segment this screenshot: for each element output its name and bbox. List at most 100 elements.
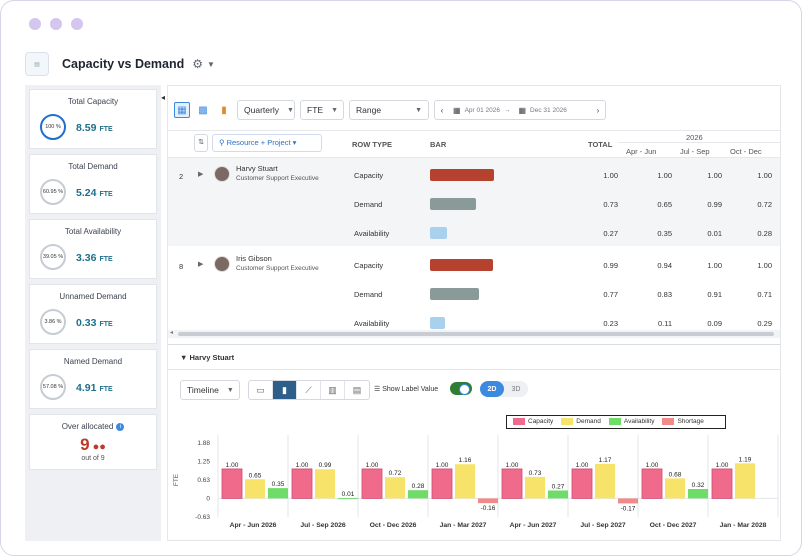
calendar-icon: ▦	[453, 105, 461, 115]
summary-value-number: 3.36	[76, 252, 97, 264]
chart-bar	[315, 469, 335, 499]
collapse-sidebar-icon[interactable]: ◂	[161, 93, 166, 102]
show-label-toggle[interactable]	[450, 382, 472, 395]
row-type-label: Availability	[354, 319, 390, 328]
legend-item[interactable]: Shortage	[662, 418, 704, 426]
grid-view-icon[interactable]: ▩	[198, 104, 208, 116]
summary-value-unit: FTE	[99, 191, 113, 198]
timeline-select[interactable]: Timeline ▼	[180, 380, 240, 400]
bar-chart-view-icon[interactable]: ▮	[221, 104, 227, 116]
combo-chart-icon[interactable]: ▤	[352, 384, 362, 395]
total-value: 0.73	[603, 200, 618, 209]
detail-pane: ▼ Harvy Stuart Timeline ▼ ▭ ▮ ⟋ ▥ ▤ ☰ Sho…	[168, 344, 780, 541]
expand-row-icon[interactable]: ▶	[198, 171, 204, 178]
start-date[interactable]: Apr 01 2026	[464, 106, 500, 114]
group-by-select[interactable]: ⚲ Resource + Project ▾	[212, 134, 322, 152]
3d-option[interactable]: 3D	[511, 385, 521, 393]
summary-card-title: Named Demand	[63, 357, 123, 366]
legend-item[interactable]: Availability	[608, 418, 654, 426]
sort-toggle-button[interactable]: ⇅	[194, 134, 208, 152]
quarter-value: 0.09	[707, 319, 722, 328]
summary-card-value: 0.33 FTE	[76, 317, 113, 329]
resource-name[interactable]: Harvy Stuart	[236, 164, 278, 173]
legend-item[interactable]: Demand	[561, 418, 601, 426]
legend-label: Demand	[576, 418, 601, 426]
window-dot[interactable]	[50, 18, 62, 30]
data-label: 0.99	[319, 462, 332, 469]
x-tick-label: Apr - Jun 2026	[230, 522, 277, 529]
legend-item[interactable]: Capacity	[513, 418, 554, 426]
date-range-picker[interactable]: ‹ ▦ Apr 01 2026 → ▦ Dec 31 2026 ›	[434, 100, 606, 120]
summary-value-unit: FTE	[99, 386, 113, 393]
summary-card[interactable]: Named Demand 57.08 % 4.91 FTE	[29, 349, 157, 409]
summary-value-number: 0.33	[76, 317, 97, 329]
area-chart-icon[interactable]: ▭	[249, 381, 273, 399]
table-header: ROW TYPE BAR TOTAL 2026 Apr - Jun Jul - …	[168, 130, 780, 158]
chevron-left-icon[interactable]: ‹	[440, 105, 444, 115]
summary-card[interactable]: Total Capacity 100 % 8.59 FTE	[29, 89, 157, 149]
expand-row-icon[interactable]: ▶	[198, 261, 204, 268]
chevron-down-icon[interactable]: ▼	[207, 59, 215, 69]
summary-card[interactable]: Unnamed Demand 3.86 % 0.33 FTE	[29, 284, 157, 344]
x-tick-label: Jan - Mar 2028	[720, 522, 767, 529]
range-select[interactable]: Range ▼	[349, 100, 429, 120]
total-value: 1.00	[603, 171, 618, 180]
chart-bar	[291, 468, 313, 499]
window-dot[interactable]	[71, 18, 83, 30]
legend-swatch	[513, 418, 525, 426]
resource-name[interactable]: Iris Gibson	[236, 254, 272, 263]
gear-icon[interactable]: ⚙	[192, 57, 204, 71]
table-row[interactable]: 8 ▶ Iris Gibson Customer Support Executive C…	[168, 248, 780, 336]
table-row[interactable]: 2 ▶ Harvy Stuart Customer Support Executive…	[168, 158, 780, 246]
row-bar	[430, 259, 493, 271]
over-allocated-card[interactable]: Over allocated i 9 ●● out of 9	[29, 414, 157, 470]
y-tick-label: -0.63	[195, 514, 210, 521]
end-date[interactable]: Dec 31 2026	[530, 106, 567, 114]
stacked-chart-icon[interactable]: ▥	[321, 381, 345, 399]
summary-value-unit: FTE	[99, 126, 113, 133]
main-panel: ▦ ▩ ▮ Quarterly ▼ FTE ▼ Range ▼ ‹ ▦ Apr 01 …	[167, 85, 781, 541]
period-select[interactable]: Quarterly ▼	[237, 100, 295, 120]
row-bar	[430, 288, 479, 300]
table-chart-view-icon[interactable]: ▦	[174, 102, 190, 118]
quarter-value: 0.91	[707, 290, 722, 299]
chart-bar	[338, 498, 358, 500]
quarter-value: 0.28	[757, 229, 772, 238]
over-allocated-number: 9	[80, 435, 90, 454]
bar-chart-icon[interactable]: ▮	[273, 381, 297, 399]
2d-option[interactable]: 2D	[480, 381, 504, 397]
data-label: 1.00	[226, 462, 239, 469]
summary-card[interactable]: Total Demand 60.95 % 5.24 FTE	[29, 154, 157, 214]
data-label: 1.16	[459, 457, 472, 464]
summary-card-value: 3.36 FTE	[76, 252, 113, 264]
legend-label: Capacity	[528, 418, 554, 426]
chart-bar	[525, 476, 545, 499]
row-bar	[430, 169, 494, 181]
y-tick-label: 0.63	[197, 477, 210, 484]
col-bar: BAR	[430, 140, 447, 149]
quarter-value: 1.00	[707, 261, 722, 270]
resource-role: Customer Support Executive	[236, 175, 319, 182]
chart-bar	[455, 464, 475, 499]
horizontal-scrollbar[interactable]: ◂	[168, 330, 780, 338]
quarter-value: 1.00	[657, 171, 672, 180]
scroll-left-icon[interactable]: ◂	[170, 330, 174, 336]
chevron-down-icon: ▼	[226, 386, 234, 394]
info-icon[interactable]: i	[116, 422, 125, 431]
summary-card[interactable]: Total Availability 39.05 % 3.36 FTE	[29, 219, 157, 279]
detail-title[interactable]: ▼ Harvy Stuart	[180, 353, 234, 362]
col-quarter: Oct - Dec	[730, 147, 762, 156]
window-dot[interactable]	[29, 18, 41, 30]
scrollbar-thumb[interactable]	[178, 332, 774, 336]
chevron-right-icon[interactable]: ›	[596, 105, 600, 115]
percent-ring: 100 %	[40, 114, 66, 140]
unit-select[interactable]: FTE ▼	[300, 100, 344, 120]
data-label: 0.01	[342, 491, 355, 498]
col-row-type: ROW TYPE	[352, 140, 393, 149]
line-chart-icon[interactable]: ⟋	[297, 381, 321, 399]
data-label: 0.35	[272, 481, 285, 488]
chart-bar	[221, 468, 243, 499]
chart-bar	[385, 477, 405, 499]
x-tick-label: Jul - Sep 2026	[300, 522, 346, 529]
